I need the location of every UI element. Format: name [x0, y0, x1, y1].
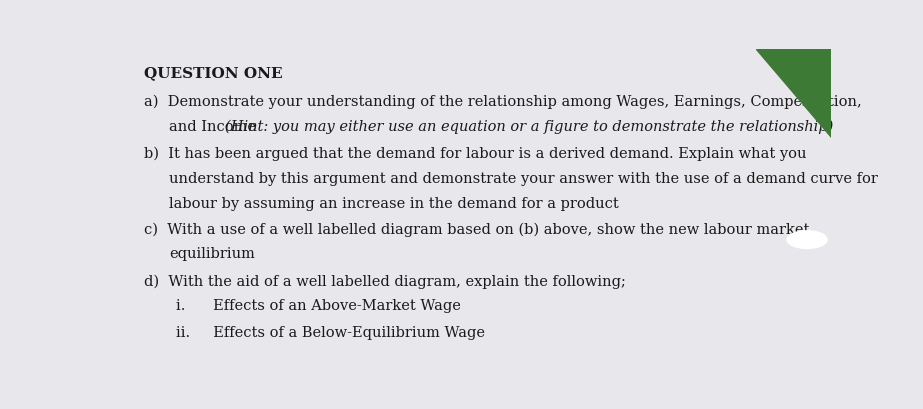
Text: ii.     Effects of a Below-Equilibrium Wage: ii. Effects of a Below-Equilibrium Wage	[176, 326, 485, 340]
Text: and Income: and Income	[169, 120, 260, 134]
Text: (Hint: you may either use an equation or a figure to demonstrate the relationshi: (Hint: you may either use an equation or…	[225, 120, 833, 134]
Text: c)  With a use of a well labelled diagram based on (b) above, show the new labou: c) With a use of a well labelled diagram…	[144, 222, 809, 237]
Text: understand by this argument and demonstrate your answer with the use of a demand: understand by this argument and demonstr…	[169, 172, 878, 186]
Text: QUESTION ONE: QUESTION ONE	[144, 66, 282, 81]
Text: d)  With the aid of a well labelled diagram, explain the following;: d) With the aid of a well labelled diagr…	[144, 274, 626, 289]
Text: i.      Effects of an Above-Market Wage: i. Effects of an Above-Market Wage	[176, 299, 462, 313]
Text: a)  Demonstrate your understanding of the relationship among Wages, Earnings, Co: a) Demonstrate your understanding of the…	[144, 95, 862, 109]
Text: b)  It has been argued that the demand for labour is a derived demand. Explain w: b) It has been argued that the demand fo…	[144, 147, 807, 161]
Text: labour by assuming an increase in the demand for a product: labour by assuming an increase in the de…	[169, 197, 618, 211]
Polygon shape	[756, 49, 831, 137]
Circle shape	[787, 231, 827, 248]
Text: equilibrium: equilibrium	[169, 247, 255, 261]
